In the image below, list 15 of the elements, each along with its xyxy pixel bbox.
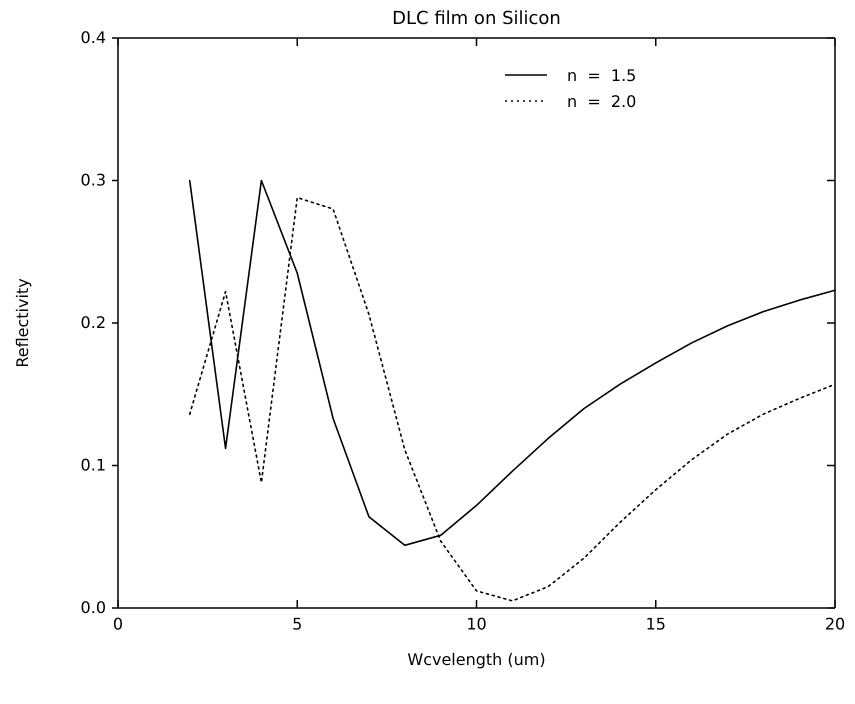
legend-label: n = 2.0 bbox=[567, 92, 636, 111]
x-tick-label: 15 bbox=[646, 614, 666, 634]
x-tick-label: 5 bbox=[292, 614, 302, 634]
y-tick-label: 0.2 bbox=[80, 313, 106, 332]
x-tick-label: 0 bbox=[112, 614, 124, 634]
y-axis-title: Reflectivity bbox=[13, 278, 32, 368]
y-tick-label: 0.1 bbox=[80, 456, 106, 475]
legend-label: n = 1.5 bbox=[567, 66, 636, 85]
y-tick-label: 0.4 bbox=[80, 28, 106, 48]
x-axis-title: Wcvelength (um) bbox=[407, 650, 546, 669]
y-tick-label: 0.3 bbox=[80, 170, 106, 190]
y-tick-label: 0.0 bbox=[80, 598, 106, 618]
chart-title: DLC film on Silicon bbox=[392, 8, 561, 29]
x-tick-label: 10 bbox=[466, 614, 487, 634]
x-tick-label: 20 bbox=[824, 614, 846, 634]
